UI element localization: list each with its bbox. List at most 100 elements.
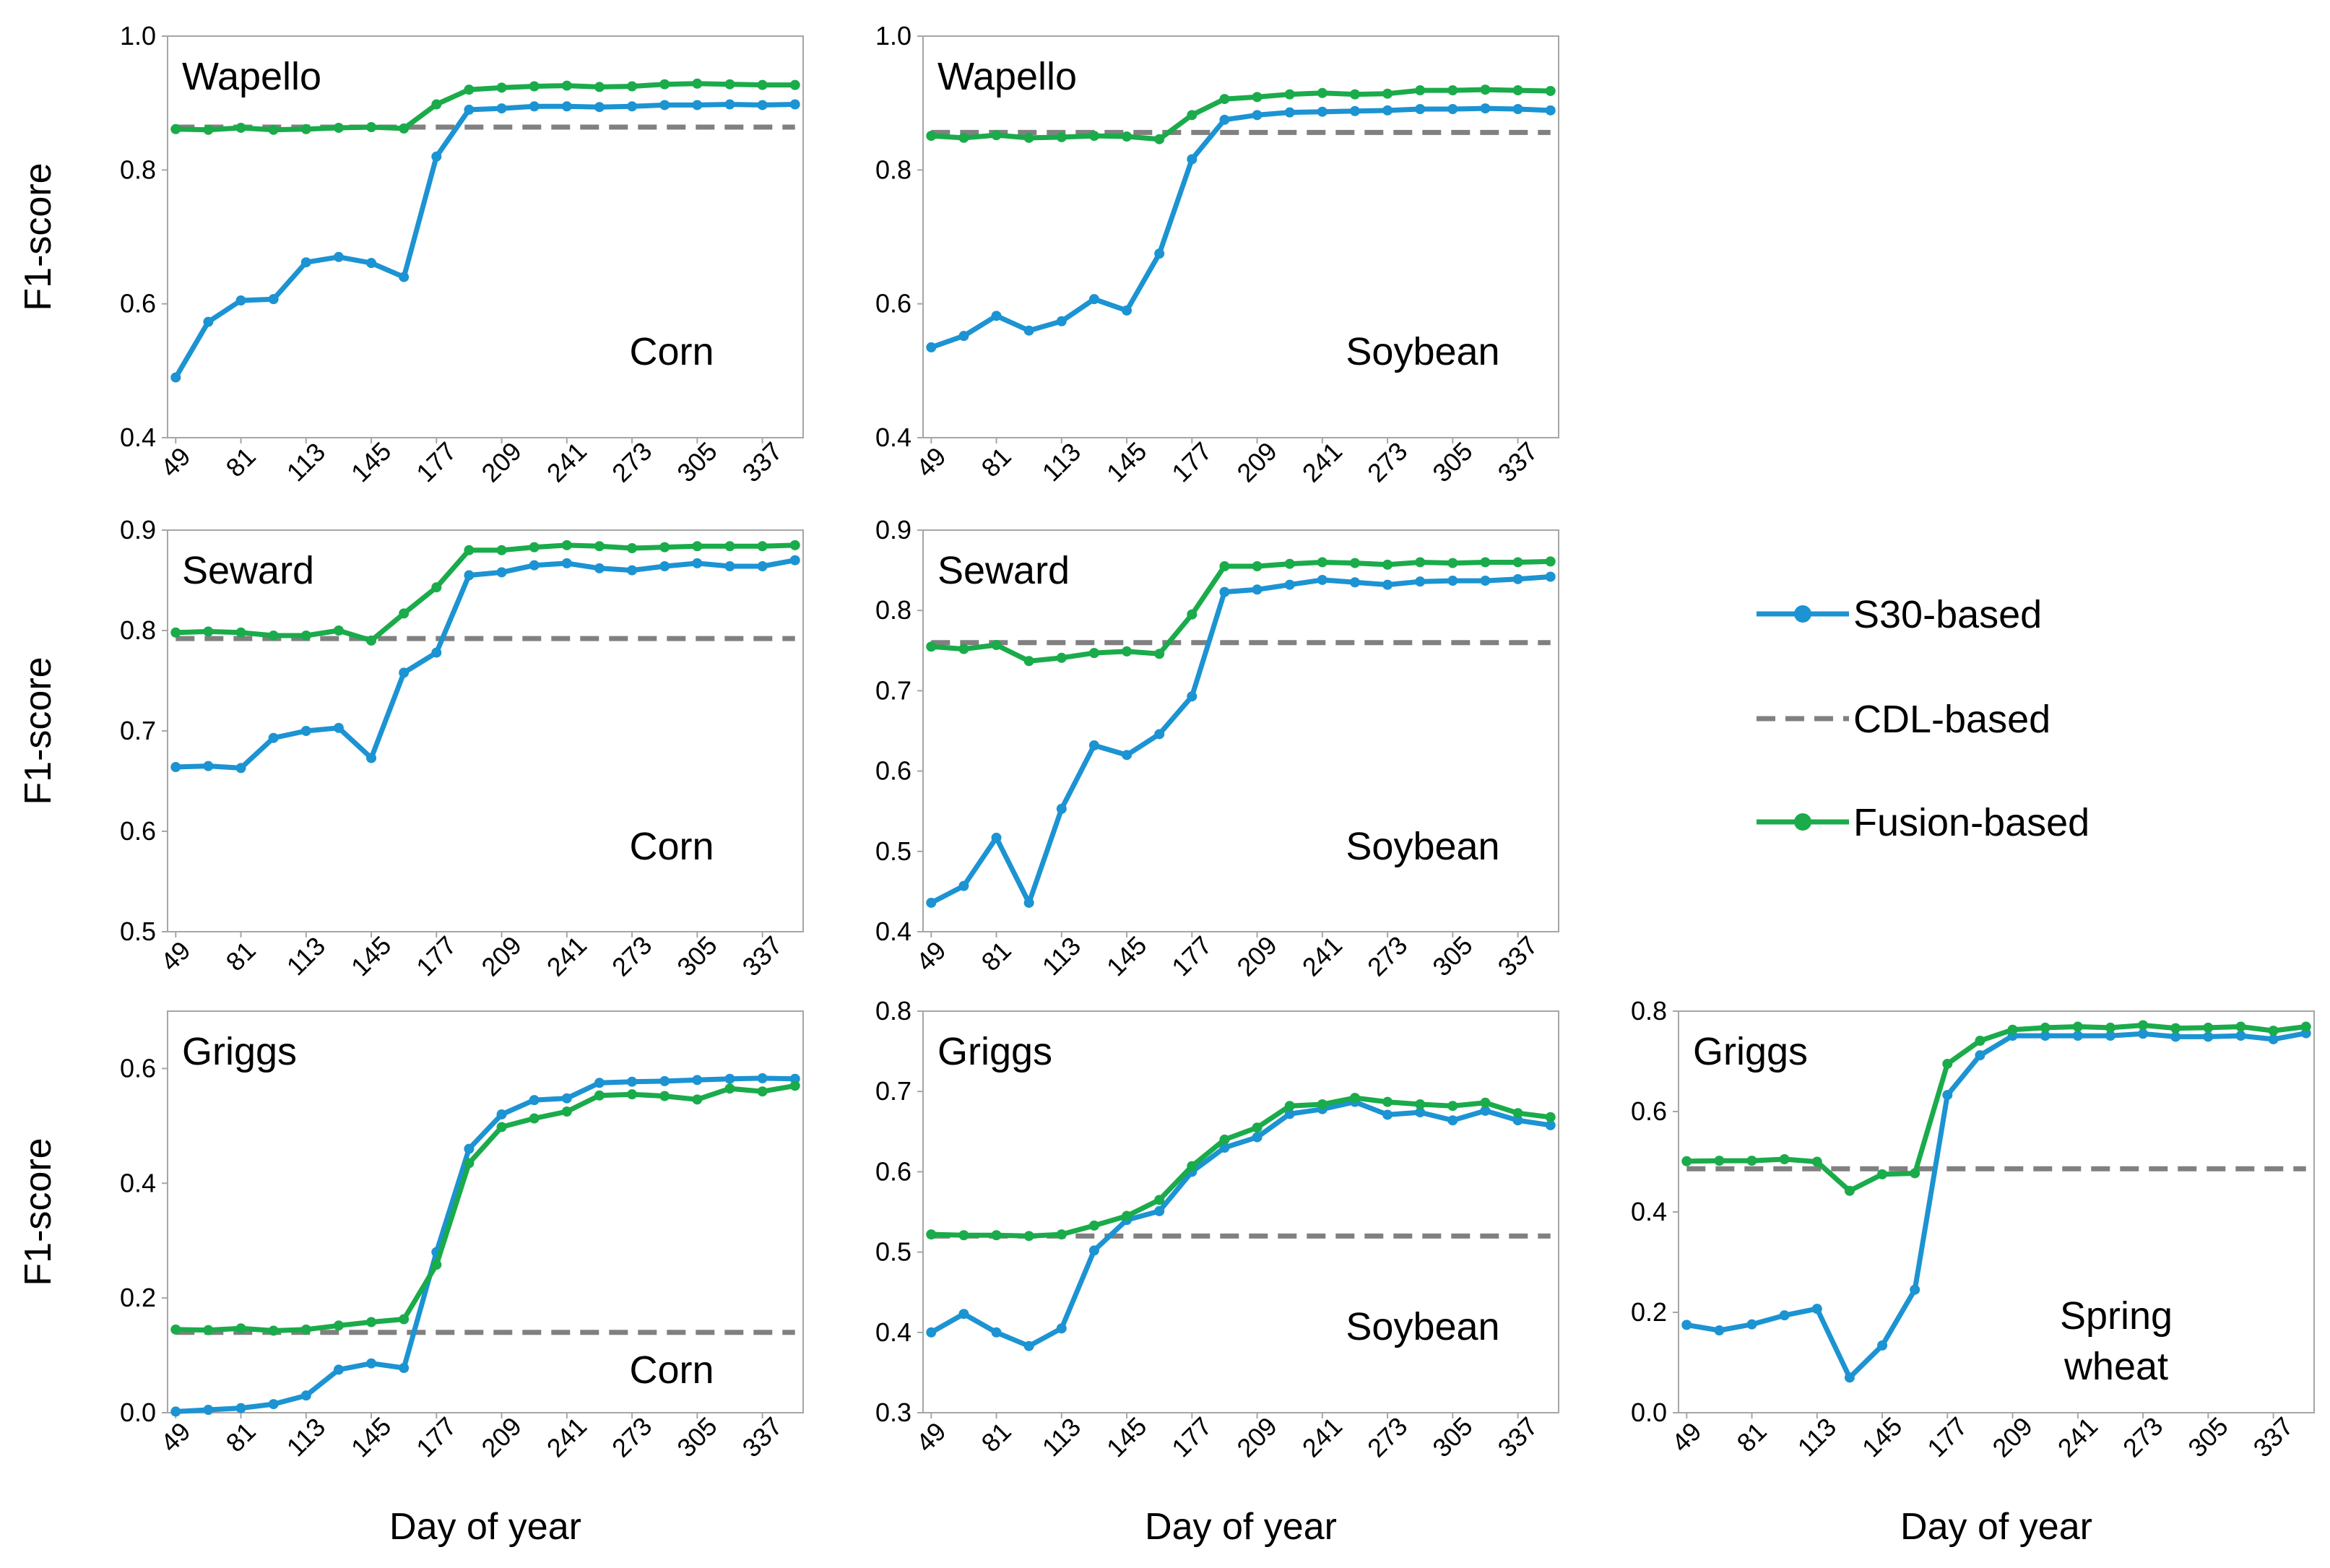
data-point-fusion-based [627,81,638,92]
y-tick-label: 0.0 [120,1398,156,1427]
series-line-s30-based [176,558,796,771]
x-axis-title: Day of year [1145,1506,1337,1548]
data-point-fusion-based [1349,558,1360,568]
data-point-s30-based [333,722,344,733]
series-line-s30-based [930,1099,1551,1349]
y-tick-label: 0.2 [1631,1297,1667,1327]
data-point-s30-based [235,763,246,774]
y-tick-label: 0.0 [1631,1398,1667,1427]
y-tick-label: 0.6 [120,289,156,319]
x-tick-label: 177 [410,930,462,982]
data-point-s30-based [1415,576,1426,587]
data-point-s30-based [1512,1115,1523,1126]
data-point-fusion-based [529,542,540,553]
data-point-fusion-based [1154,134,1165,144]
data-point-fusion-based [1811,1156,1822,1167]
data-point-fusion-based [2040,1022,2050,1033]
data-point-s30-based [1844,1372,1855,1383]
x-tick-label: 337 [736,436,787,488]
data-point-s30-based [561,101,572,112]
plot-frame [922,1010,1559,1413]
data-point-fusion-based [1447,558,1458,568]
data-point-fusion-based [724,1083,735,1094]
data-point-fusion-based [1023,1231,1034,1242]
data-point-s30-based [1219,1143,1230,1153]
x-tick-label: 273 [1361,436,1413,488]
y-tick-label: 0.8 [875,155,911,184]
data-point-s30-based [1154,729,1165,740]
data-point-fusion-based [333,122,344,133]
data-point-s30-based [170,762,181,773]
data-point-s30-based [926,897,937,908]
site-label: Griggs [1693,1030,1808,1073]
data-point-fusion-based [2268,1026,2279,1036]
data-point-fusion-based [958,132,969,143]
legend-item-fusion-based: Fusion-based [1757,801,2089,844]
data-point-fusion-based [366,635,377,646]
data-point-fusion-based [2105,1022,2115,1033]
chart-panel-4: 0.4 0.5 0.6 0.7 0.8 0.9 49 81 113 145 177 209 241 273… [875,515,1559,982]
data-point-fusion-based [1284,89,1295,100]
x-axis-title: Day of year [389,1506,581,1548]
data-point-s30-based [594,563,605,573]
data-point-fusion-based [692,1094,703,1105]
crop-label: Spring [2060,1294,2173,1338]
data-point-s30-based [2105,1031,2115,1041]
data-point-s30-based [1122,750,1132,761]
y-axis-title: F1-score [17,163,59,311]
series-line-fusion-based [931,1095,1551,1239]
data-point-s30-based [1447,576,1458,586]
data-point-s30-based [203,316,214,327]
x-tick-label: 305 [1426,1411,1478,1463]
y-tick-label: 0.6 [120,1053,156,1083]
data-point-s30-based [594,102,605,113]
x-tick-label: 49 [910,1416,951,1457]
data-point-s30-based [1088,294,1099,305]
data-point-s30-based [170,372,181,383]
x-tick-label: 49 [155,935,196,976]
x-tick-label: 209 [475,1411,527,1463]
y-tick-label: 0.4 [875,423,911,452]
data-point-s30-based [1349,105,1360,116]
data-point-s30-based [1480,103,1491,114]
data-point-fusion-based [2138,1020,2149,1031]
y-tick-label: 0.2 [120,1283,156,1312]
data-point-fusion-based [692,541,703,552]
y-tick-label: 0.9 [120,515,156,545]
data-point-s30-based [594,1078,605,1088]
data-point-fusion-based [1023,132,1034,143]
crop-label: Soybean [1346,330,1499,373]
data-point-s30-based [561,558,572,568]
data-point-s30-based [1382,579,1393,590]
data-point-fusion-based [561,80,572,91]
site-label: Wapello [937,55,1077,98]
data-point-s30-based [1545,105,1556,116]
data-point-fusion-based [659,542,670,553]
data-point-fusion-based [1447,1101,1458,1112]
data-point-fusion-based [366,1317,377,1327]
x-tick-label: 209 [475,436,527,488]
crop-label: Corn [629,825,714,868]
x-tick-label: 305 [1426,930,1478,982]
data-point-fusion-based [1415,557,1426,568]
data-point-fusion-based [692,78,703,89]
data-point-fusion-based [1382,559,1393,570]
data-point-fusion-based [958,1230,969,1241]
data-point-fusion-based [1975,1036,1985,1047]
x-axis-title: Day of year [1900,1506,2092,1548]
data-point-s30-based [1088,740,1099,751]
y-tick-label: 0.6 [875,1156,911,1186]
data-point-s30-based [2170,1031,2181,1042]
data-point-fusion-based [2170,1023,2181,1034]
x-tick-label: 273 [606,1411,657,1463]
data-point-fusion-based [1480,85,1491,95]
x-tick-label: 49 [155,1416,196,1457]
series-line-fusion-based [176,1083,796,1333]
data-point-fusion-based [2300,1021,2311,1032]
data-point-s30-based [333,1364,344,1375]
y-tick-label: 0.4 [875,1317,911,1347]
data-point-s30-based [1317,574,1328,585]
data-point-s30-based [991,1327,1002,1338]
data-point-s30-based [692,558,703,568]
